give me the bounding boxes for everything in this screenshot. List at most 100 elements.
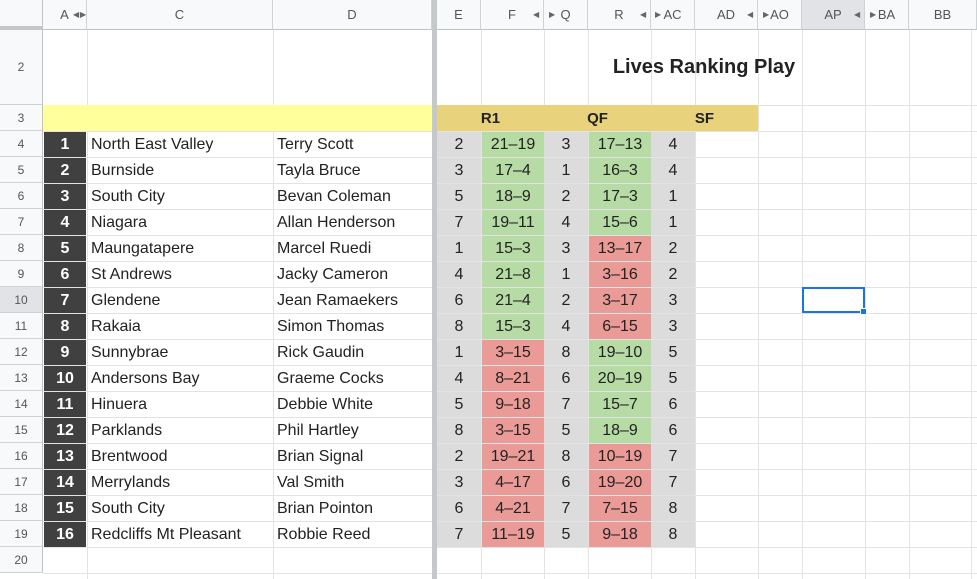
team-cell[interactable]: Sunnybrae [91, 343, 169, 361]
collapse-left-icon[interactable]: ◀ [533, 10, 540, 19]
qf-score-cell[interactable]: 3–16 [589, 262, 651, 287]
rank-cell[interactable]: 7 [44, 288, 86, 313]
rank-cell[interactable]: 14 [44, 470, 86, 495]
column-header-d[interactable]: D [273, 0, 432, 30]
qf-draw-cell[interactable]: 5 [544, 418, 588, 443]
r1-draw-cell[interactable]: 8 [437, 418, 481, 443]
rank-cell[interactable]: 11 [44, 392, 86, 417]
row-header-6[interactable]: 6 [0, 183, 43, 209]
column-header-ba[interactable]: BA [865, 0, 909, 30]
sf-draw-cell[interactable]: 3 [651, 314, 695, 339]
row-header-15[interactable]: 15 [0, 417, 43, 443]
rank-cell[interactable]: 15 [44, 496, 86, 521]
player-cell[interactable]: Terry Scott [277, 135, 354, 153]
r1-draw-cell[interactable]: 4 [437, 366, 481, 391]
collapse-left-icon[interactable]: ◀ [73, 10, 80, 19]
rank-cell[interactable]: 12 [44, 418, 86, 443]
team-cell[interactable]: St Andrews [91, 265, 172, 283]
qf-score-cell[interactable]: 17–13 [589, 132, 651, 157]
qf-score-cell[interactable]: 20–19 [589, 366, 651, 391]
row-header-10[interactable]: 10 [0, 287, 43, 313]
row-header-13[interactable]: 13 [0, 365, 43, 391]
team-cell[interactable]: Andersons Bay [91, 369, 200, 387]
row-header-2[interactable]: 2 [0, 30, 43, 105]
rank-cell[interactable]: 6 [44, 262, 86, 287]
r1-draw-cell[interactable]: 8 [437, 314, 481, 339]
column-header-e[interactable]: E [437, 0, 481, 30]
qf-draw-cell[interactable]: 2 [544, 288, 588, 313]
row-header-7[interactable]: 7 [0, 209, 43, 235]
sf-draw-cell[interactable]: 6 [651, 418, 695, 443]
r1-score-cell[interactable]: 8–21 [482, 366, 544, 391]
r1-score-cell[interactable]: 9–18 [482, 392, 544, 417]
row-header-4[interactable]: 4 [0, 131, 43, 157]
qf-draw-cell[interactable]: 7 [544, 392, 588, 417]
qf-score-cell[interactable]: 17–3 [589, 184, 651, 209]
player-cell[interactable]: Rick Gaudin [277, 343, 365, 361]
row-header-11[interactable]: 11 [0, 313, 43, 339]
row-header-18[interactable]: 18 [0, 495, 43, 521]
qf-score-cell[interactable]: 15–7 [589, 392, 651, 417]
qf-draw-cell[interactable]: 4 [544, 210, 588, 235]
team-cell[interactable]: Hinuera [91, 395, 148, 413]
column-header-q[interactable]: Q [544, 0, 588, 30]
rank-cell[interactable]: 16 [44, 522, 86, 547]
sf-draw-cell[interactable]: 1 [651, 184, 695, 209]
column-header-ac[interactable]: AC [651, 0, 695, 30]
qf-draw-cell[interactable]: 7 [544, 496, 588, 521]
qf-score-cell[interactable]: 10–19 [589, 444, 651, 469]
column-header-r[interactable]: R [588, 0, 651, 30]
expand-right-icon[interactable]: ▶ [870, 10, 877, 19]
r1-draw-cell[interactable]: 1 [437, 236, 481, 261]
team-cell[interactable]: Burnside [91, 161, 155, 179]
rank-cell[interactable]: 3 [44, 184, 86, 209]
column-header-f[interactable]: F [481, 0, 544, 30]
qf-draw-cell[interactable]: 6 [544, 366, 588, 391]
freeze-divider[interactable] [432, 0, 437, 579]
r1-score-cell[interactable]: 11–19 [482, 522, 544, 547]
team-cell[interactable]: South City [91, 499, 165, 517]
r1-score-cell[interactable]: 19–21 [482, 444, 544, 469]
qf-score-cell[interactable]: 13–17 [589, 236, 651, 261]
sf-draw-cell[interactable]: 3 [651, 288, 695, 313]
row-header-3[interactable]: 3 [0, 105, 43, 131]
r1-score-cell[interactable]: 3–15 [482, 418, 544, 443]
team-cell[interactable]: Brentwood [91, 447, 168, 465]
sf-draw-cell[interactable]: 2 [651, 236, 695, 261]
team-cell[interactable]: North East Valley [91, 135, 214, 153]
collapse-left-icon[interactable]: ◀ [640, 10, 647, 19]
column-header-bb[interactable]: BB [909, 0, 977, 30]
sf-draw-cell[interactable]: 8 [651, 522, 695, 547]
qf-score-cell[interactable]: 16–3 [589, 158, 651, 183]
qf-draw-cell[interactable]: 3 [544, 236, 588, 261]
qf-score-cell[interactable]: 7–15 [589, 496, 651, 521]
column-header-a[interactable]: A [43, 0, 87, 30]
rank-cell[interactable]: 8 [44, 314, 86, 339]
qf-score-cell[interactable]: 3–17 [589, 288, 651, 313]
sf-draw-cell[interactable]: 4 [651, 158, 695, 183]
player-cell[interactable]: Simon Thomas [277, 317, 385, 335]
r1-score-cell[interactable]: 15–3 [482, 314, 544, 339]
qf-draw-cell[interactable]: 3 [544, 132, 588, 157]
rank-cell[interactable]: 5 [44, 236, 86, 261]
frozen-row-bar[interactable] [0, 26, 43, 30]
rank-cell[interactable]: 4 [44, 210, 86, 235]
player-cell[interactable]: Robbie Reed [277, 525, 371, 543]
team-cell[interactable]: South City [91, 187, 165, 205]
expand-right-icon[interactable]: ▶ [655, 10, 662, 19]
r1-draw-cell[interactable]: 6 [437, 496, 481, 521]
column-header-c[interactable]: C [87, 0, 273, 30]
r1-score-cell[interactable]: 4–17 [482, 470, 544, 495]
selected-cell[interactable] [802, 287, 865, 313]
qf-draw-cell[interactable]: 6 [544, 470, 588, 495]
player-cell[interactable]: Graeme Cocks [277, 369, 384, 387]
r1-draw-cell[interactable]: 3 [437, 470, 481, 495]
team-cell[interactable]: Redcliffs Mt Pleasant [91, 525, 241, 543]
r1-draw-cell[interactable]: 2 [437, 132, 481, 157]
r1-score-cell[interactable]: 21–19 [482, 132, 544, 157]
row-header-20[interactable]: 20 [0, 547, 43, 573]
r1-draw-cell[interactable]: 5 [437, 184, 481, 209]
r1-draw-cell[interactable]: 5 [437, 392, 481, 417]
collapse-left-icon[interactable]: ◀ [854, 10, 861, 19]
sf-draw-cell[interactable]: 5 [651, 340, 695, 365]
